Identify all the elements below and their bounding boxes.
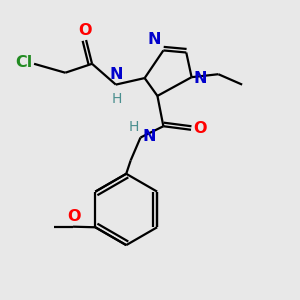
Text: N: N (148, 32, 161, 47)
Text: N: N (194, 71, 208, 86)
Text: Cl: Cl (15, 55, 33, 70)
Text: N: N (109, 67, 123, 82)
Text: H: H (112, 92, 122, 106)
Text: O: O (67, 209, 80, 224)
Text: O: O (78, 23, 92, 38)
Text: H: H (129, 120, 139, 134)
Text: O: O (194, 121, 207, 136)
Text: N: N (143, 128, 156, 143)
